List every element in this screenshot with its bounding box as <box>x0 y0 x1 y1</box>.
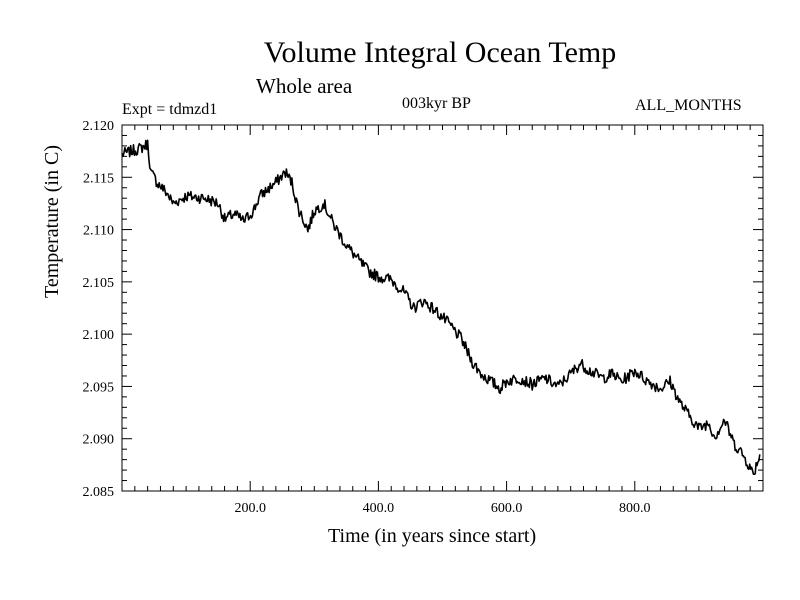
experiment-label: Expt = tdmzd1 <box>122 101 218 118</box>
y-tick-label: 2.120 <box>83 119 115 134</box>
x-axis-label: Time (in years since start) <box>328 525 537 547</box>
y-tick-label: 2.105 <box>83 276 115 291</box>
y-tick-label: 2.095 <box>83 380 115 395</box>
y-tick-label: 2.110 <box>83 224 114 239</box>
y-tick-label: 2.115 <box>83 171 114 186</box>
chart-subtitle: Whole area <box>256 74 353 98</box>
y-tick-label: 2.085 <box>83 485 115 500</box>
series-line <box>121 139 761 476</box>
tick-marks <box>122 125 763 491</box>
chart-title: Volume Integral Ocean Temp <box>263 36 617 69</box>
period-label: 003kyr BP <box>402 95 471 112</box>
tick-labels: 200.0 400.0 600.0 800.0 2.085 2.090 2.095 2.100… <box>83 119 651 516</box>
y-tick-label: 2.090 <box>83 433 115 448</box>
months-label: ALL_MONTHS <box>635 97 742 114</box>
x-tick-label: 400.0 <box>363 501 395 516</box>
x-tick-label: 600.0 <box>491 501 523 516</box>
plot-frame <box>121 124 764 492</box>
y-tick-label: 2.100 <box>83 328 115 343</box>
x-tick-label: 800.0 <box>619 501 651 516</box>
x-tick-label: 200.0 <box>234 501 266 516</box>
